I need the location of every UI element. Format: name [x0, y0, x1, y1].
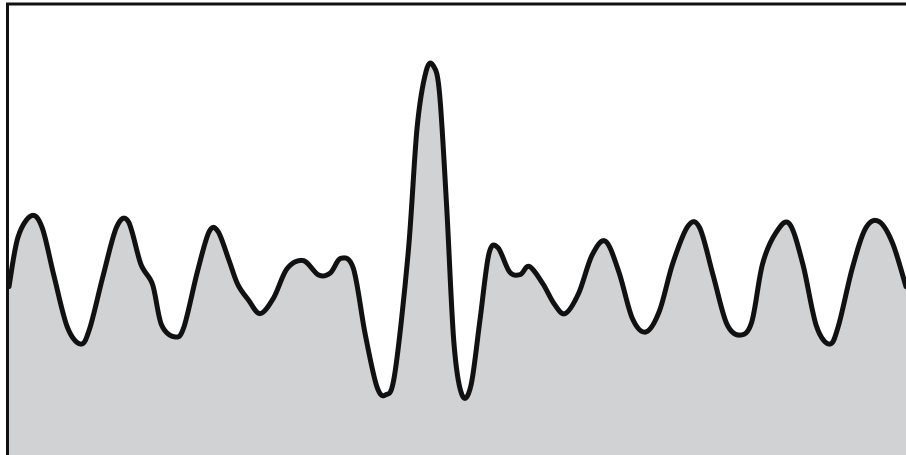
area-fill [9, 63, 906, 455]
series-line [6, 60, 906, 401]
chart-frame [6, 2, 906, 455]
